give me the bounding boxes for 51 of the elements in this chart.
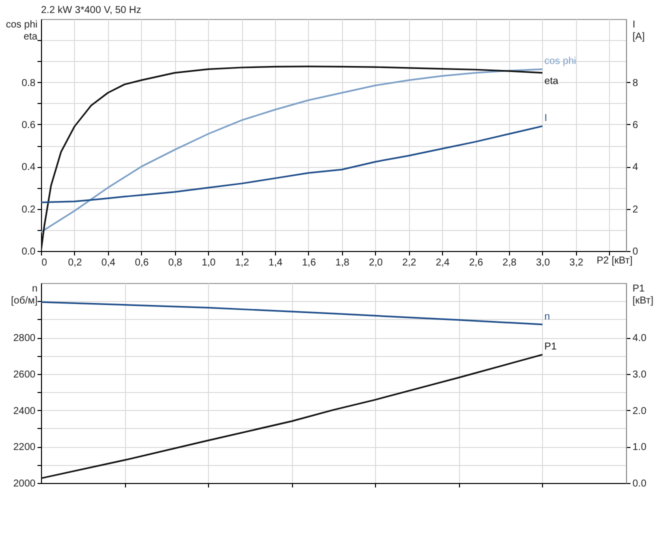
x-tick-label: 2,8 [502,258,517,268]
x-tick-label: 0,4 [101,258,116,268]
y-tick-label: 0.2 [22,204,36,216]
x-tick-label: 2,4 [436,258,450,268]
y2-tick-label: 4 [632,162,638,174]
series-label: eta [544,76,559,87]
x-tick-label: 1,4 [268,258,283,268]
y2-axis-title: P1 [кВт] [632,284,654,306]
y2-tick-label: 8 [632,78,638,89]
y-tick-label: 0.0 [22,246,36,258]
x-tick-label: 1,6 [302,258,316,268]
y2-tick-label: 4.0 [632,333,647,344]
y2-tick-label: 2.0 [632,406,647,417]
x-tick-label: 0 [42,258,48,268]
y2-tick-label: 3.0 [632,369,647,380]
x-tick-label: 2,6 [469,258,484,268]
x-tick-label: 2,0 [368,258,384,268]
y-tick-label: 0.6 [22,120,36,131]
y-axis-title: n [об/м] [11,284,38,306]
x-tick-label: 3,2 [569,258,584,268]
x-tick-label: 1,8 [335,258,350,268]
x-tick-label: 0,2 [68,258,82,268]
series-label: n [544,311,550,322]
x-tick-label: 2,2 [402,258,417,268]
x-tick-label: 1,2 [235,258,250,268]
y-tick-label: 2600 [13,369,36,380]
line-series [41,354,544,480]
y-tick-label: 2400 [13,406,36,417]
line-series [41,301,544,326]
series-label: cos phi [544,56,576,68]
x-tick-label: 0,8 [168,258,183,268]
y-tick-label: 2200 [13,442,36,454]
y-tick-label: 2000 [13,478,36,490]
series-label: I [544,113,548,124]
x-tick-label: 1,0 [202,258,216,268]
y2-axis-title: I [A] [632,20,645,42]
x-axis-title: P2 [кВт] [596,256,633,266]
y-tick-label: 0.4 [22,162,36,174]
y2-tick-label: 6 [632,120,638,131]
x-tick-label: 3,0 [536,258,550,268]
y-axis-title: cos phi eta [6,20,38,42]
y2-tick-label: 0.0 [632,478,647,490]
y2-tick-label: 2 [632,204,638,216]
y2-tick-label: 1.0 [632,442,647,454]
y-tick-label: 2800 [13,333,36,344]
line-series [41,125,544,204]
y2-tick-label: 0 [632,246,638,258]
x-tick-label: 0,6 [134,258,150,268]
y-tick-label: 0.8 [22,78,36,89]
chart-title: 2.2 kW 3*400 V, 50 Hz [41,5,142,16]
series-label: P1 [544,342,558,353]
